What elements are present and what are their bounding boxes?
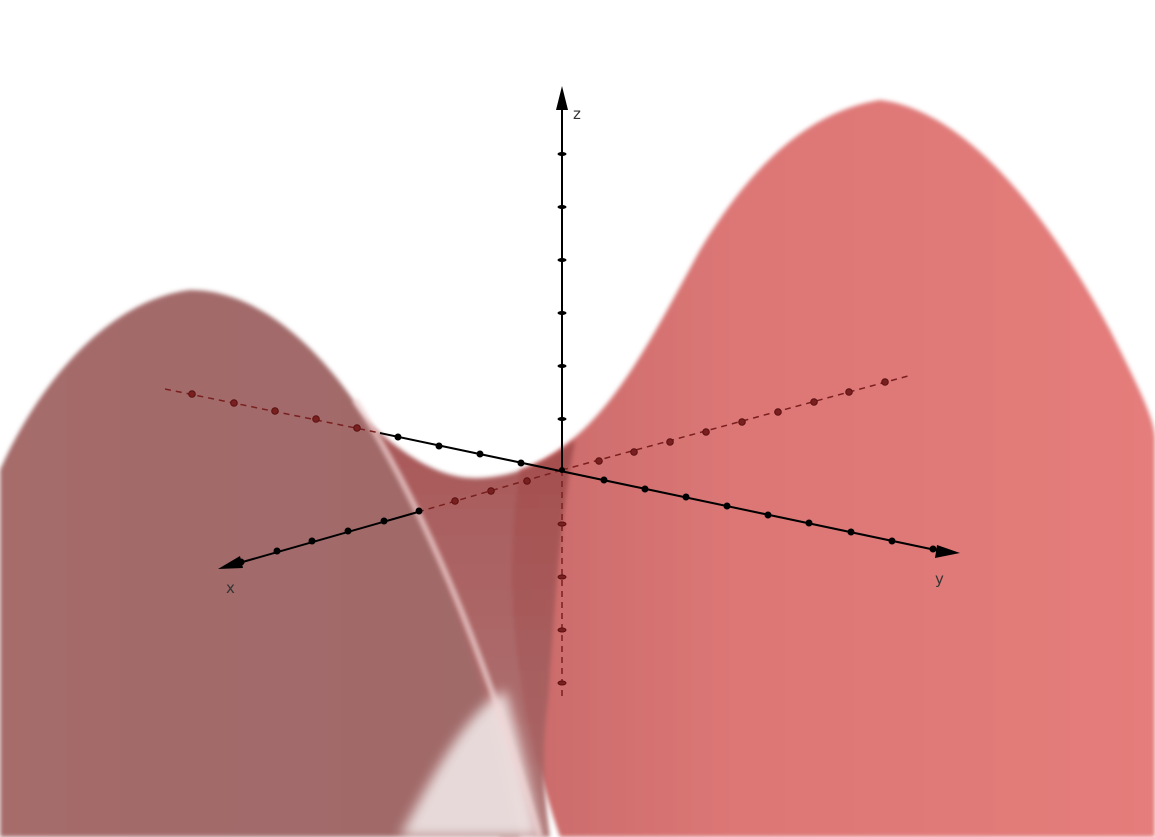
surface-right-sheet <box>512 100 1155 837</box>
z-arrow-icon <box>556 86 568 110</box>
z-axis-label: z <box>573 105 581 123</box>
hidden-axis-ticks <box>188 378 889 686</box>
visible-axis-ticks <box>237 152 937 566</box>
x-axis-label: x <box>226 579 235 597</box>
x-arrow-icon <box>218 556 243 569</box>
y-arrow-icon <box>935 545 960 558</box>
axis-arrowheads <box>218 86 960 569</box>
y-axis-label: y <box>935 570 944 588</box>
origin-point <box>559 467 565 473</box>
surface-fold-highlight <box>352 398 543 837</box>
